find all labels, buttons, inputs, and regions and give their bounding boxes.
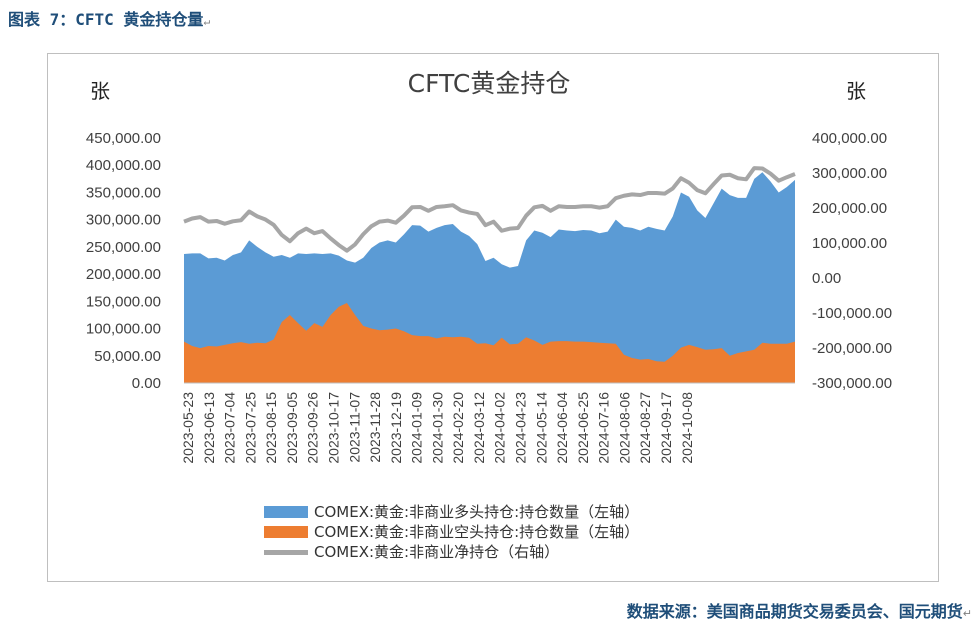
legend-label-long: COMEX:黄金:非商业多头持仓:持仓数量（左轴） [314,503,640,521]
x-tick-label: 2024-01-09 [409,392,425,464]
x-tick-label: 2023-07-04 [222,392,238,464]
series-short-area [184,302,795,383]
right-tick-label: 0.00 [812,270,841,287]
x-tick-label: 2024-02-20 [450,392,466,464]
series-net-line [183,166,796,253]
left-tick-label: 400,000.00 [86,157,161,174]
right-tick-label: 200,000.00 [812,200,887,217]
left-tick-label: 0.00 [132,375,161,392]
x-tick-label: 2023-09-05 [284,392,300,464]
left-tick-label: 200,000.00 [86,266,161,283]
right-tick-label: 300,000.00 [812,165,887,182]
data-source: 数据来源：美国商品期货交易委员会、国元期货↵ [626,602,972,621]
x-tick-label: 2023-08-15 [263,392,279,464]
x-tick-label: 2023-07-25 [242,392,258,464]
legend-item-long: COMEX:黄金:非商业多头持仓:持仓数量（左轴） [264,502,639,522]
x-tick-label: 2024-10-08 [679,392,695,464]
x-tick-label: 2024-01-30 [429,392,445,464]
x-tick-label: 2023-09-26 [305,392,321,464]
chart-legend: COMEX:黄金:非商业多头持仓:持仓数量（左轴） COMEX:黄金:非商业空头… [264,502,639,562]
x-tick-label: 2024-04-02 [492,392,508,464]
x-tick-label: 2023-12-19 [388,392,404,464]
x-tick-label: 2024-03-12 [471,392,487,464]
left-tick-label: 100,000.00 [86,321,161,338]
x-tick-label: 2023-11-07 [346,392,362,463]
legend-swatch-net [264,549,308,555]
legend-label-net: COMEX:黄金:非商业净持仓（右轴） [314,543,560,561]
right-axis-unit: 张 [846,79,866,103]
legend-item-net: COMEX:黄金:非商业净持仓（右轴） [264,542,639,562]
x-tick-label: 2023-10-17 [326,392,342,464]
chart-frame [47,53,939,582]
x-tick-label: 2024-06-04 [554,392,570,464]
chart-title: CFTC黄金持仓 [407,69,571,98]
x-tick-label: 2023-11-28 [367,392,383,463]
x-tick-label: 2024-09-17 [658,392,674,464]
right-tick-label: 400,000.00 [812,130,887,147]
left-tick-label: 450,000.00 [86,130,161,147]
right-tick-label: -100,000.00 [812,305,892,322]
x-tick-label: 2024-06-25 [575,392,591,464]
x-tick-label: 2023-06-13 [201,392,217,464]
left-tick-label: 150,000.00 [86,293,161,310]
x-tick-label: 2024-05-14 [533,392,549,464]
x-tick-label: 2023-05-23 [180,392,196,464]
right-tick-label: -300,000.00 [812,375,892,392]
legend-label-short: COMEX:黄金:非商业空头持仓:持仓数量（左轴） [314,523,640,541]
legend-item-short: COMEX:黄金:非商业空头持仓:持仓数量（左轴） [264,522,639,542]
legend-swatch-short [264,526,308,538]
legend-swatch-long [264,506,308,518]
left-tick-label: 50,000.00 [94,348,161,365]
figure-caption: 图表 7：CFTC 黄金持仓量↵ [8,10,211,29]
x-tick-label: 2024-07-16 [596,392,612,464]
right-tick-label: 100,000.00 [812,235,887,252]
left-tick-label: 350,000.00 [86,184,161,201]
x-tick-label: 2024-04-23 [513,392,529,464]
x-tick-label: 2024-08-06 [616,392,632,464]
left-tick-label: 250,000.00 [86,239,161,256]
right-tick-label: -200,000.00 [812,340,892,357]
left-tick-label: 300,000.00 [86,212,161,229]
left-axis-unit: 张 [90,79,110,103]
x-tick-label: 2024-08-27 [637,392,653,464]
